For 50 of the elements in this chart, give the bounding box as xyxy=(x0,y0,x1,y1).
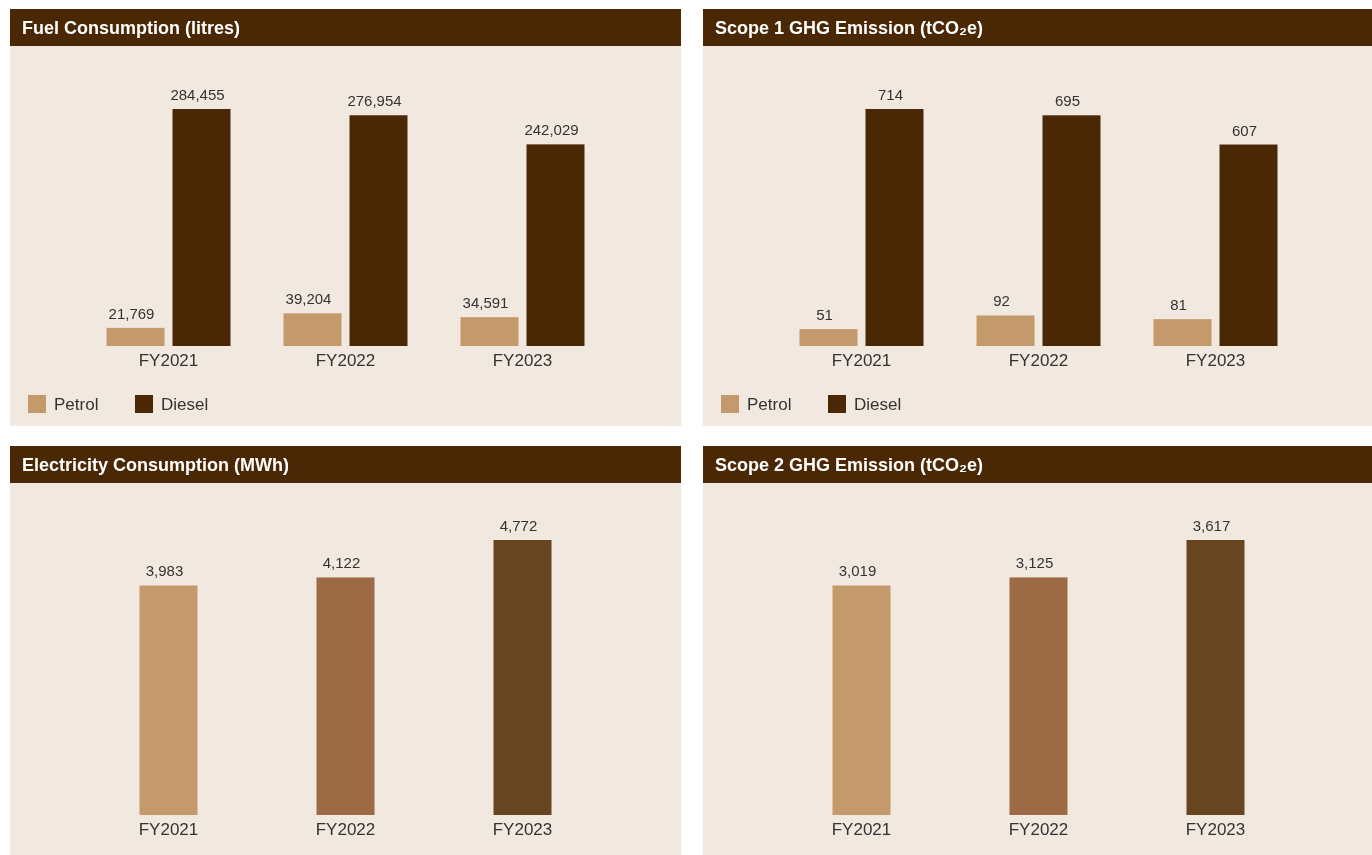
legend-label: Petrol xyxy=(747,395,792,414)
data-label: 81 xyxy=(1170,296,1187,314)
chart-title: Scope 2 GHG Emission (tCO₂e) xyxy=(715,455,984,475)
data-label: 4,772 xyxy=(499,517,538,534)
data-label: 39,204 xyxy=(285,290,332,308)
x-tick-label: FY2023 xyxy=(492,820,553,839)
x-tick-label: FY2022 xyxy=(1008,351,1069,370)
legend-label: Diesel xyxy=(161,395,209,414)
chart-title: Scope 1 GHG Emission (tCO₂e) xyxy=(715,18,984,38)
data-label: 714 xyxy=(877,86,904,103)
bar xyxy=(976,315,1035,346)
legend-label: Petrol xyxy=(54,395,99,414)
bar xyxy=(865,109,924,346)
data-label: 34,591 xyxy=(462,294,509,312)
x-tick-label: FY2021 xyxy=(138,351,199,370)
chart-title: Fuel Consumption (litres) xyxy=(22,18,240,38)
bar xyxy=(460,317,519,346)
data-label: 3,983 xyxy=(145,562,184,580)
x-tick-label: FY2022 xyxy=(315,351,376,370)
bar xyxy=(172,109,231,346)
data-label: 4,122 xyxy=(322,554,361,572)
chart-title: Electricity Consumption (MWh) xyxy=(22,455,289,475)
data-label: 242,029 xyxy=(524,121,579,139)
bar xyxy=(1219,144,1278,346)
bar xyxy=(1153,319,1212,346)
x-tick-label: FY2023 xyxy=(1185,820,1246,839)
data-label: 92 xyxy=(993,292,1010,310)
x-tick-label: FY2023 xyxy=(1185,351,1246,370)
legend-label: Diesel xyxy=(854,395,902,414)
data-label: 21,769 xyxy=(108,304,155,322)
data-label: 3,019 xyxy=(838,562,877,580)
data-label: 276,954 xyxy=(347,92,402,110)
bar xyxy=(1042,115,1101,346)
x-tick-label: FY2022 xyxy=(1008,820,1069,839)
data-label: 284,455 xyxy=(170,86,225,103)
bar xyxy=(106,327,165,346)
data-label: 3,125 xyxy=(1015,554,1054,572)
x-tick-label: FY2021 xyxy=(831,351,892,370)
data-label: 607 xyxy=(1231,121,1258,139)
bar xyxy=(799,329,858,346)
bar xyxy=(283,313,342,346)
data-label: 51 xyxy=(816,306,833,324)
x-tick-label: FY2021 xyxy=(138,820,199,839)
data-label: 3,617 xyxy=(1192,517,1231,534)
bar xyxy=(526,144,585,346)
x-tick-label: FY2021 xyxy=(831,820,892,839)
data-label: 695 xyxy=(1054,92,1081,110)
bar xyxy=(349,115,408,346)
x-tick-label: FY2022 xyxy=(315,820,376,839)
x-tick-label: FY2023 xyxy=(492,351,553,370)
